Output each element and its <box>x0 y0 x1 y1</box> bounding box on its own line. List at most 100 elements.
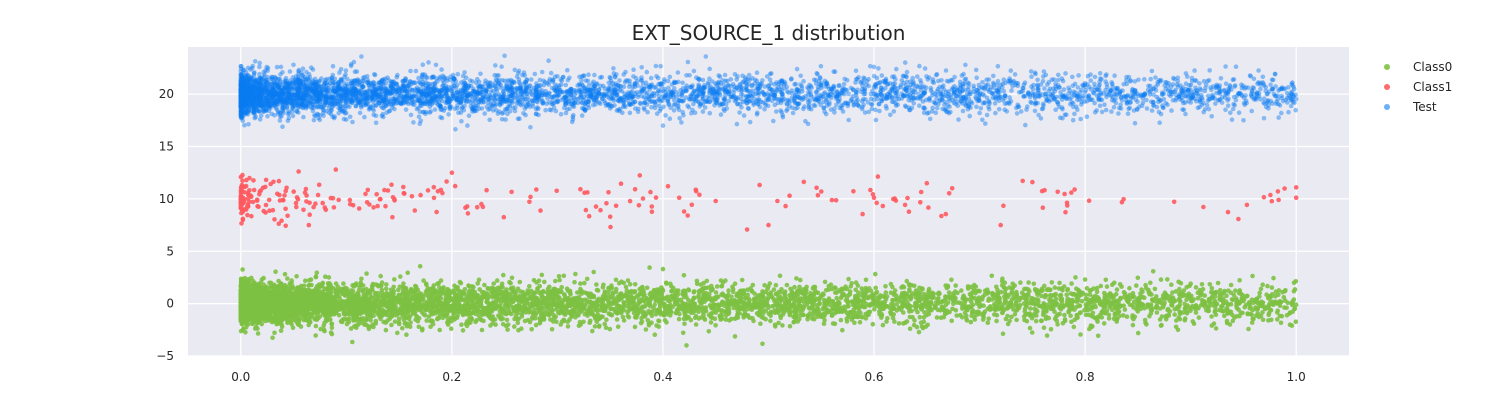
data-point <box>762 283 767 288</box>
data-point <box>359 320 365 326</box>
data-point <box>1094 289 1100 295</box>
data-point <box>597 323 602 329</box>
data-point <box>773 282 779 288</box>
data-point <box>1250 273 1255 279</box>
data-point <box>1227 322 1233 327</box>
data-point <box>607 326 613 332</box>
data-point <box>269 319 275 325</box>
data-point <box>849 281 854 286</box>
data-point <box>389 290 394 296</box>
data-point <box>752 296 757 302</box>
data-point <box>510 285 516 291</box>
data-point <box>370 281 376 287</box>
data-point <box>1018 280 1023 285</box>
data-point <box>1217 296 1223 302</box>
data-point <box>406 315 412 320</box>
data-point <box>1275 308 1280 314</box>
data-point <box>1062 312 1067 318</box>
data-point <box>565 324 571 329</box>
data-point <box>579 288 585 294</box>
data-point <box>1024 286 1029 292</box>
data-point <box>1011 295 1016 300</box>
data-point <box>787 323 793 329</box>
data-point <box>1073 275 1078 280</box>
data-point <box>701 315 707 321</box>
data-point <box>518 289 523 294</box>
data-point <box>368 318 373 323</box>
data-point <box>1014 317 1019 323</box>
data-point <box>752 300 758 306</box>
data-point <box>656 318 662 324</box>
data-point <box>667 298 672 304</box>
data-point <box>1279 313 1285 319</box>
data-point <box>713 323 718 328</box>
data-point <box>1243 302 1249 308</box>
data-point <box>686 308 691 314</box>
data-point <box>632 282 638 287</box>
data-point <box>595 288 601 293</box>
data-point <box>634 315 639 320</box>
data-point <box>1209 314 1214 319</box>
data-point <box>892 319 897 324</box>
data-point <box>1057 311 1062 317</box>
data-point <box>702 299 707 305</box>
data-point <box>880 322 886 328</box>
data-point <box>306 322 312 328</box>
data-point <box>508 281 513 286</box>
data-point <box>494 278 500 283</box>
data-point <box>512 290 517 295</box>
data-point <box>383 327 389 333</box>
data-point <box>777 273 783 279</box>
data-point <box>591 293 597 299</box>
data-point <box>1026 280 1031 285</box>
data-point <box>684 343 689 348</box>
data-point <box>408 320 413 325</box>
data-point <box>285 276 290 281</box>
data-point <box>840 327 845 333</box>
data-point <box>1139 295 1145 300</box>
data-point <box>810 316 815 321</box>
data-point <box>1065 287 1071 292</box>
data-point <box>1087 292 1093 297</box>
data-point <box>255 331 261 336</box>
data-point <box>691 289 697 294</box>
data-point <box>459 322 464 328</box>
data-point <box>922 310 927 315</box>
data-point <box>732 281 738 287</box>
data-point <box>692 315 698 321</box>
data-point <box>384 282 389 287</box>
data-point <box>1127 285 1132 291</box>
data-point <box>1257 290 1262 296</box>
data-point <box>573 271 578 277</box>
data-point <box>1287 310 1293 315</box>
data-point <box>920 305 925 310</box>
data-point <box>1101 321 1107 326</box>
data-point <box>391 284 397 290</box>
data-point <box>625 294 630 300</box>
data-point <box>656 324 661 329</box>
data-point <box>576 323 582 329</box>
data-point <box>534 280 539 285</box>
data-point <box>1221 300 1227 306</box>
data-point <box>575 290 580 295</box>
data-point <box>834 290 839 295</box>
data-point <box>539 290 545 296</box>
data-point <box>240 267 245 272</box>
data-point <box>1233 288 1238 294</box>
data-point <box>1079 299 1085 304</box>
data-point <box>776 320 781 326</box>
data-point <box>834 295 839 301</box>
data-point <box>1247 306 1252 311</box>
data-point <box>1064 292 1069 298</box>
data-point <box>1130 322 1136 328</box>
data-point <box>853 287 858 293</box>
data-point <box>648 310 654 315</box>
data-point <box>1173 324 1179 330</box>
data-point <box>1271 275 1276 281</box>
data-point <box>1037 303 1042 309</box>
data-point <box>480 310 485 316</box>
data-point <box>706 329 712 334</box>
data-point <box>559 319 565 324</box>
data-point <box>873 285 878 291</box>
data-point <box>610 290 616 295</box>
